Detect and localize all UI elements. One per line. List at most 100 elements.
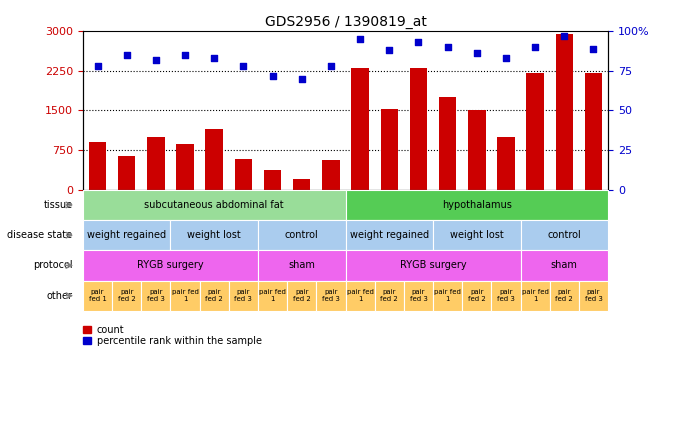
Bar [491, 281, 520, 311]
Point [529, 44, 540, 51]
Bar [316, 281, 346, 311]
Bar [346, 190, 608, 220]
Text: percentile rank within the sample: percentile rank within the sample [97, 336, 262, 346]
Bar [346, 220, 433, 250]
Text: pair fed
1: pair fed 1 [434, 289, 461, 302]
Point [296, 75, 307, 82]
Text: pair fed
1: pair fed 1 [522, 289, 549, 302]
Bar [83, 281, 112, 311]
Bar [141, 281, 171, 311]
Bar [83, 250, 258, 281]
Bar [585, 73, 603, 190]
Text: sham: sham [288, 261, 315, 270]
Bar [83, 337, 91, 344]
Bar [520, 220, 608, 250]
Bar [83, 220, 171, 250]
Text: pair
fed 3: pair fed 3 [410, 289, 427, 302]
Text: pair
fed 3: pair fed 3 [585, 289, 603, 302]
Text: control: control [547, 230, 581, 240]
Point [267, 72, 278, 79]
Bar [88, 142, 106, 190]
Point [180, 52, 191, 59]
Point [559, 32, 570, 40]
Point [121, 52, 132, 59]
Bar [264, 170, 281, 190]
Bar [375, 281, 404, 311]
Text: hypothalamus: hypothalamus [442, 200, 512, 210]
Bar [410, 68, 427, 190]
Bar [147, 137, 164, 190]
Text: pair
fed 2: pair fed 2 [556, 289, 574, 302]
Text: pair
fed 3: pair fed 3 [497, 289, 515, 302]
Bar [550, 281, 579, 311]
Bar [462, 281, 491, 311]
Point [92, 63, 103, 70]
Bar [171, 281, 200, 311]
Bar [433, 220, 520, 250]
Text: pair
fed 3: pair fed 3 [147, 289, 164, 302]
Bar [200, 281, 229, 311]
Point [325, 63, 337, 70]
Text: pair fed
1: pair fed 1 [347, 289, 374, 302]
Bar [171, 220, 258, 250]
Text: pair
fed 1: pair fed 1 [88, 289, 106, 302]
Bar [83, 190, 346, 220]
Point [384, 47, 395, 54]
Bar [258, 220, 346, 250]
Text: pair
fed 2: pair fed 2 [293, 289, 311, 302]
Text: other: other [46, 291, 73, 301]
Point [500, 55, 511, 62]
Bar [83, 326, 91, 333]
Text: control: control [285, 230, 319, 240]
Title: GDS2956 / 1390819_at: GDS2956 / 1390819_at [265, 15, 426, 29]
Bar [258, 250, 346, 281]
Text: sham: sham [551, 261, 578, 270]
Bar [433, 281, 462, 311]
Bar [235, 159, 252, 190]
Bar [468, 111, 486, 190]
Bar [293, 179, 310, 190]
Bar [520, 250, 608, 281]
Bar [322, 160, 340, 190]
Text: RYGB surgery: RYGB surgery [399, 261, 466, 270]
Text: pair fed
1: pair fed 1 [259, 289, 286, 302]
Text: pair
fed 3: pair fed 3 [234, 289, 252, 302]
Text: pair fed
1: pair fed 1 [171, 289, 198, 302]
Point [354, 36, 366, 43]
Text: pair
fed 2: pair fed 2 [380, 289, 398, 302]
Bar [556, 34, 573, 190]
Bar [404, 281, 433, 311]
Text: subcutaneous abdominal fat: subcutaneous abdominal fat [144, 200, 284, 210]
Text: weight regained: weight regained [87, 230, 167, 240]
Point [442, 44, 453, 51]
Bar [176, 144, 193, 190]
Bar [579, 281, 608, 311]
Point [238, 63, 249, 70]
Bar [346, 250, 520, 281]
Text: RYGB surgery: RYGB surgery [137, 261, 204, 270]
Bar [498, 137, 515, 190]
Text: pair
fed 2: pair fed 2 [205, 289, 223, 302]
Bar [351, 68, 369, 190]
Bar [287, 281, 316, 311]
Text: pair
fed 3: pair fed 3 [322, 289, 340, 302]
Bar [118, 156, 135, 190]
Point [588, 45, 599, 52]
Text: tissue: tissue [44, 200, 73, 210]
Point [471, 50, 482, 57]
Bar [527, 73, 544, 190]
Text: protocol: protocol [33, 261, 73, 270]
Text: weight regained: weight regained [350, 230, 429, 240]
Text: disease state: disease state [8, 230, 73, 240]
Text: weight lost: weight lost [187, 230, 241, 240]
Text: pair
fed 2: pair fed 2 [117, 289, 135, 302]
Point [413, 39, 424, 46]
Bar [112, 281, 141, 311]
Bar [381, 109, 398, 190]
Bar [520, 281, 550, 311]
Bar [439, 97, 456, 190]
Point [209, 55, 220, 62]
Bar [205, 129, 223, 190]
Text: pair
fed 2: pair fed 2 [468, 289, 486, 302]
Bar [229, 281, 258, 311]
